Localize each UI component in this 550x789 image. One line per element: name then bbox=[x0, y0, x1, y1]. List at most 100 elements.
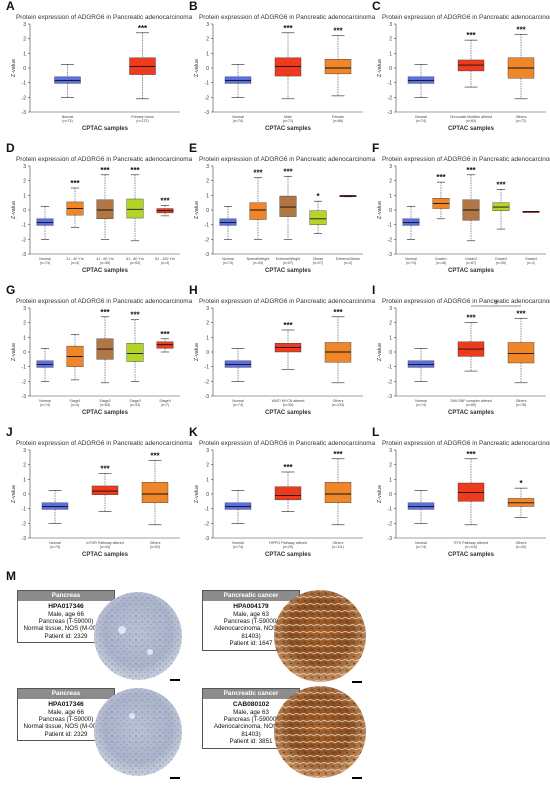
y-tick-label: 3 bbox=[389, 164, 392, 170]
scale-bar bbox=[170, 777, 180, 779]
ihc-image-tumor-1 bbox=[274, 590, 366, 682]
x-tick-count: (n=74) bbox=[416, 403, 427, 407]
y-tick-label: -3 bbox=[388, 536, 393, 542]
ihc-card-line: Patient id: 2329 bbox=[44, 730, 88, 738]
y-axis-label: Z-value bbox=[194, 485, 200, 503]
ihc-card-line: Adenocarcinoma, NOS (M-81403) bbox=[213, 625, 289, 640]
significance-label: *** bbox=[333, 27, 343, 36]
x-tick-label: SWI-SNF complex altered bbox=[450, 399, 492, 403]
y-tick-label: -1 bbox=[22, 223, 27, 229]
x-tick-label: 61 - 80 Yrs bbox=[126, 257, 144, 261]
x-tick-label: RTK Pathway altered bbox=[454, 541, 488, 545]
y-tick-label: 2 bbox=[23, 321, 26, 327]
y-tick-label: 3 bbox=[23, 306, 26, 312]
significance-label: *** bbox=[100, 464, 110, 473]
panel-title: Protein expression of ADGRG6 in Pancreat… bbox=[16, 298, 193, 305]
ihc-card-line: Pancreas (T-59000) bbox=[223, 618, 279, 626]
ihc-card-line: Pancreas (T-59000) bbox=[38, 716, 94, 724]
x-tick-count: (n=74) bbox=[416, 545, 427, 549]
y-tick-label: 1 bbox=[23, 193, 26, 199]
y-tick-label: -1 bbox=[388, 365, 393, 371]
y-tick-label: 0 bbox=[23, 492, 26, 498]
y-tick-label: 3 bbox=[206, 22, 209, 28]
y-tick-label: -1 bbox=[22, 81, 27, 87]
y-tick-label: -2 bbox=[22, 379, 27, 385]
x-tick-label: Normal bbox=[49, 541, 61, 545]
y-tick-label: -3 bbox=[22, 394, 27, 400]
y-tick-label: 0 bbox=[389, 350, 392, 356]
x-tick-label: Grade1 bbox=[435, 257, 447, 261]
y-tick-label: 2 bbox=[23, 463, 26, 469]
ihc-card-antibody: HPA004179 bbox=[233, 602, 269, 610]
tissue-texture bbox=[274, 686, 366, 778]
y-tick-label: -3 bbox=[388, 394, 393, 400]
y-tick-label: 3 bbox=[389, 448, 392, 454]
x-tick-label: HIPPO Pathway altered bbox=[269, 541, 307, 545]
boxplot-panel-i: I Protein expression of ADGRG6 in Pancrea… bbox=[372, 283, 550, 420]
y-tick-label: 2 bbox=[23, 37, 26, 43]
panel-title: Protein expression of ADGRG6 in Pancreat… bbox=[382, 440, 550, 447]
panel-letter: J bbox=[6, 425, 13, 439]
y-tick-label: -2 bbox=[22, 237, 27, 243]
x-axis-label: CPTAC samples bbox=[82, 268, 129, 274]
x-tick-label: Normal bbox=[232, 399, 244, 403]
panel-title: Protein expression of ADGRG6 in Pancreat… bbox=[16, 156, 193, 163]
y-tick-label: 3 bbox=[389, 306, 392, 312]
y-tick-label: 1 bbox=[389, 477, 392, 483]
panel-title: Protein expression of ADGRG6 in Pancreat… bbox=[382, 156, 550, 163]
significance-label: *** bbox=[436, 173, 446, 182]
y-tick-label: 0 bbox=[206, 492, 209, 498]
boxplot-panel-h: H Protein expression of ADGRG6 in Pancrea… bbox=[189, 283, 375, 420]
x-tick-count: (n=74) bbox=[233, 403, 244, 407]
y-tick-label: 0 bbox=[23, 66, 26, 72]
x-tick-count: (n=74) bbox=[62, 119, 73, 123]
y-axis-label: Z-value bbox=[11, 343, 17, 361]
significance-label: *** bbox=[466, 450, 476, 459]
x-tick-label: Others bbox=[150, 541, 161, 545]
y-tick-label: -2 bbox=[388, 95, 393, 101]
x-tick-count: (n=111) bbox=[332, 545, 344, 549]
x-tick-label: ExtremeObese bbox=[336, 257, 360, 261]
tissue-texture bbox=[94, 592, 182, 680]
ihc-card-line: Male, age 63 bbox=[233, 708, 269, 716]
significance-label: *** bbox=[466, 314, 476, 323]
panel-letter: L bbox=[372, 425, 380, 439]
x-tick-count: (n=20) bbox=[516, 545, 527, 549]
y-tick-label: 2 bbox=[206, 37, 209, 43]
y-axis-label: Z-value bbox=[11, 59, 17, 77]
x-axis-label: CPTAC samples bbox=[265, 552, 312, 558]
ihc-card-header: Pancreatic cancer bbox=[203, 591, 299, 601]
panel-title: Protein expression of ADGRG6 in Pancreat… bbox=[16, 440, 193, 447]
x-tick-count: (n=74) bbox=[233, 545, 244, 549]
panel-title: Protein expression of ADGRG6 in Pancreat… bbox=[382, 14, 550, 21]
box bbox=[126, 343, 144, 362]
x-tick-count: (n=4) bbox=[71, 403, 80, 407]
y-tick-label: -3 bbox=[22, 536, 27, 542]
y-tick-label: -3 bbox=[205, 394, 210, 400]
y-tick-label: -3 bbox=[22, 110, 27, 116]
ihc-card-line: Patient id: 2329 bbox=[44, 632, 88, 640]
ihc-card-header: Pancreas bbox=[18, 689, 114, 699]
significance-label: *** bbox=[253, 169, 263, 178]
x-tick-label: Normal bbox=[415, 541, 427, 545]
x-tick-label: 81 - 100 Yrs bbox=[155, 257, 175, 261]
y-tick-label: 1 bbox=[23, 477, 26, 483]
y-tick-label: -2 bbox=[388, 379, 393, 385]
x-tick-label: Chromatin Modifier altered bbox=[450, 115, 492, 119]
y-tick-label: -1 bbox=[205, 365, 210, 371]
x-tick-count: (n=116) bbox=[465, 545, 477, 549]
y-tick-label: -2 bbox=[205, 95, 210, 101]
y-tick-label: 3 bbox=[389, 22, 392, 28]
y-axis-label: Z-value bbox=[194, 343, 200, 361]
significance-label: *** bbox=[283, 463, 293, 472]
boxplot-panel-c: C Protein expression of ADGRG6 in Pancrea… bbox=[372, 0, 550, 136]
y-tick-label: 0 bbox=[389, 66, 392, 72]
x-tick-count: (n=25) bbox=[283, 545, 294, 549]
x-tick-count: (n=60) bbox=[466, 403, 477, 407]
x-tick-count: (n=137) bbox=[136, 119, 149, 123]
significance-label: *** bbox=[130, 166, 140, 175]
y-axis-label: Z-value bbox=[377, 201, 383, 219]
y-tick-label: 3 bbox=[206, 164, 209, 170]
boxplot-svg: -3 -2 -1 0 1 2 3 Z-value CPTAC samples Normal(n=7… bbox=[194, 306, 363, 416]
x-tick-label: Stage4 bbox=[159, 399, 170, 403]
